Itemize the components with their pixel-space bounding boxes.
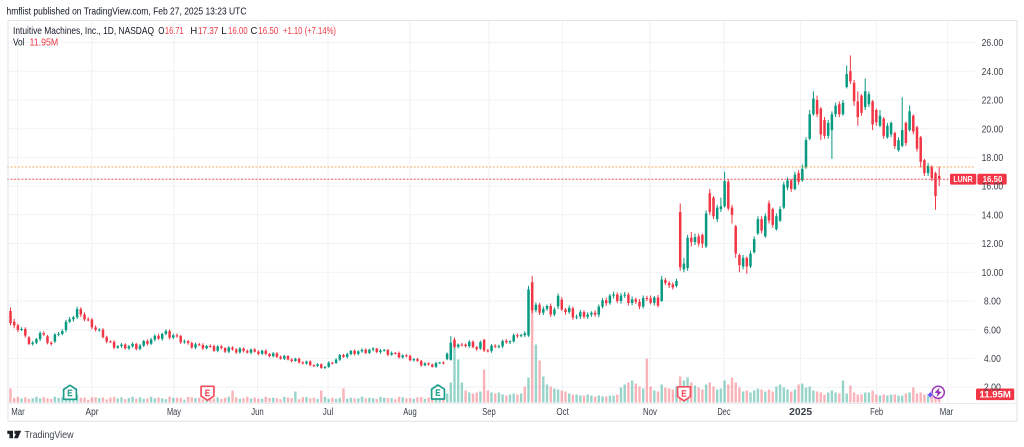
svg-text:16.00: 16.00 xyxy=(982,182,1004,193)
svg-text:12.00: 12.00 xyxy=(982,239,1004,250)
svg-text:Jun: Jun xyxy=(251,407,264,418)
svg-text:Dec: Dec xyxy=(718,407,731,418)
svg-text:16.50: 16.50 xyxy=(983,174,1003,184)
svg-text:Oct: Oct xyxy=(556,407,569,418)
svg-text:16.00: 16.00 xyxy=(228,25,248,37)
svg-text:Aug: Aug xyxy=(403,407,417,418)
svg-text:Intuitive Machines, Inc., 1D,: Intuitive Machines, Inc., 1D, NASDAQ xyxy=(13,25,154,37)
svg-text:26.00: 26.00 xyxy=(982,38,1004,49)
svg-text:Nov: Nov xyxy=(643,407,657,418)
svg-text:hmflist published on TradingVi: hmflist published on TradingView.com, Fe… xyxy=(7,6,247,18)
svg-text:16.71: 16.71 xyxy=(165,25,184,37)
svg-text:Vol: Vol xyxy=(13,36,25,48)
svg-text:24.00: 24.00 xyxy=(982,67,1004,78)
svg-text:20.00: 20.00 xyxy=(982,124,1004,135)
svg-text:2025: 2025 xyxy=(789,407,812,418)
svg-text:+1.10 (+7.14%): +1.10 (+7.14%) xyxy=(283,25,336,37)
svg-text:LUNR: LUNR xyxy=(953,174,972,184)
svg-text:Jul: Jul xyxy=(323,407,334,418)
svg-text:11.95M: 11.95M xyxy=(30,36,59,48)
svg-text:8.00: 8.00 xyxy=(984,297,1001,308)
svg-text:16.50: 16.50 xyxy=(258,25,278,37)
svg-text:6.00: 6.00 xyxy=(984,325,1001,336)
svg-text:14.00: 14.00 xyxy=(982,210,1004,221)
svg-text:22.00: 22.00 xyxy=(982,96,1004,107)
svg-text:C: C xyxy=(251,25,258,37)
svg-text:L: L xyxy=(221,25,227,37)
svg-text:18.00: 18.00 xyxy=(982,153,1004,164)
svg-text:Feb: Feb xyxy=(870,407,883,418)
svg-text:Mar: Mar xyxy=(940,407,954,418)
svg-text:Apr: Apr xyxy=(86,407,100,418)
svg-text:11.95M: 11.95M xyxy=(979,389,1011,399)
svg-text:O: O xyxy=(158,25,164,37)
svg-text:2.00: 2.00 xyxy=(984,383,1001,394)
svg-text:H: H xyxy=(190,25,197,37)
svg-text:Sep: Sep xyxy=(482,407,496,418)
svg-text:Mar: Mar xyxy=(11,407,25,418)
svg-text:May: May xyxy=(167,407,181,418)
svg-text:17.37: 17.37 xyxy=(198,25,218,37)
svg-text:4.00: 4.00 xyxy=(984,354,1001,365)
svg-text:TradingView: TradingView xyxy=(25,430,74,441)
svg-text:10.00: 10.00 xyxy=(982,268,1004,279)
